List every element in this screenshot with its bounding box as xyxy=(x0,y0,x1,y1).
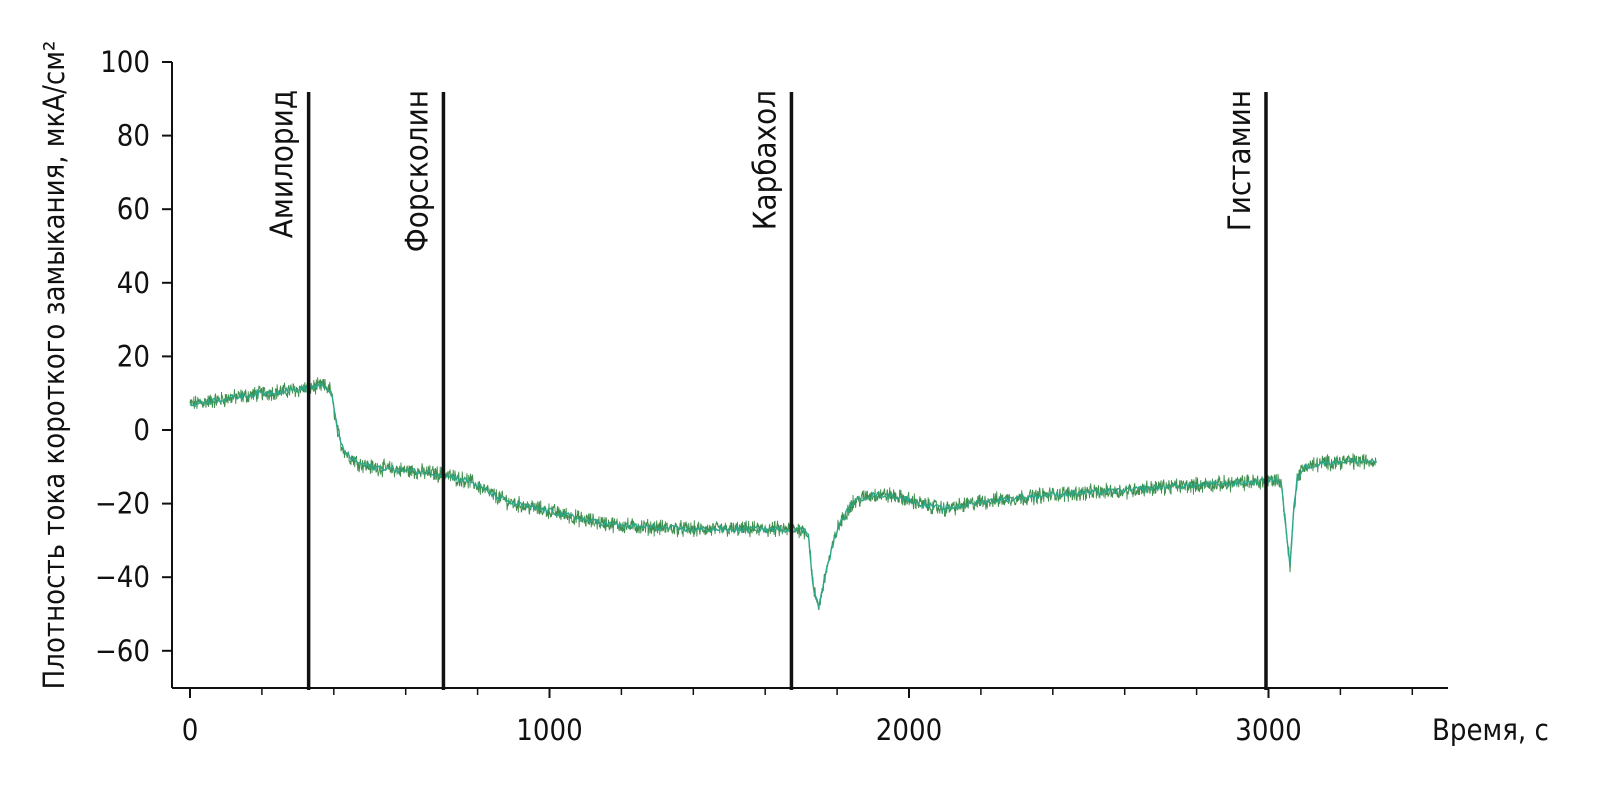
event-markers: Амилорид Форсколин Карбахол Гистамин xyxy=(265,90,1268,690)
y-tick-label: −40 xyxy=(95,560,150,594)
series-noise xyxy=(189,377,1377,611)
event-label: Карбахол xyxy=(747,90,783,230)
x-tick-label: 0 xyxy=(182,713,199,747)
event-label: Гистамин xyxy=(1222,90,1258,231)
series-line xyxy=(189,382,1377,610)
y-axis: 100 80 60 40 20 0 −20 −40 −60 xyxy=(95,45,173,688)
event-label: Амилорид xyxy=(265,90,301,238)
y-tick-label: −20 xyxy=(95,487,150,521)
y-tick-label: 20 xyxy=(117,339,150,373)
x-tick-label: 3000 xyxy=(1235,713,1301,747)
y-tick-label: 60 xyxy=(117,192,150,226)
y-tick-label: 0 xyxy=(133,413,150,447)
y-tick-label: −60 xyxy=(95,634,150,668)
y-axis-title: Плотность тока короткого замыкания, мкА/… xyxy=(37,41,71,690)
event-label: Форсколин xyxy=(399,90,435,252)
x-axis-title: Время, с xyxy=(1432,713,1549,747)
y-tick-label: 100 xyxy=(100,45,150,79)
y-tick-label: 40 xyxy=(117,266,150,300)
x-tick-label: 1000 xyxy=(516,713,582,747)
y-tick-label: 80 xyxy=(117,119,150,153)
x-axis: 0 1000 2000 3000 xyxy=(172,687,1448,747)
series-layer xyxy=(189,377,1377,611)
x-tick-label: 2000 xyxy=(876,713,942,747)
